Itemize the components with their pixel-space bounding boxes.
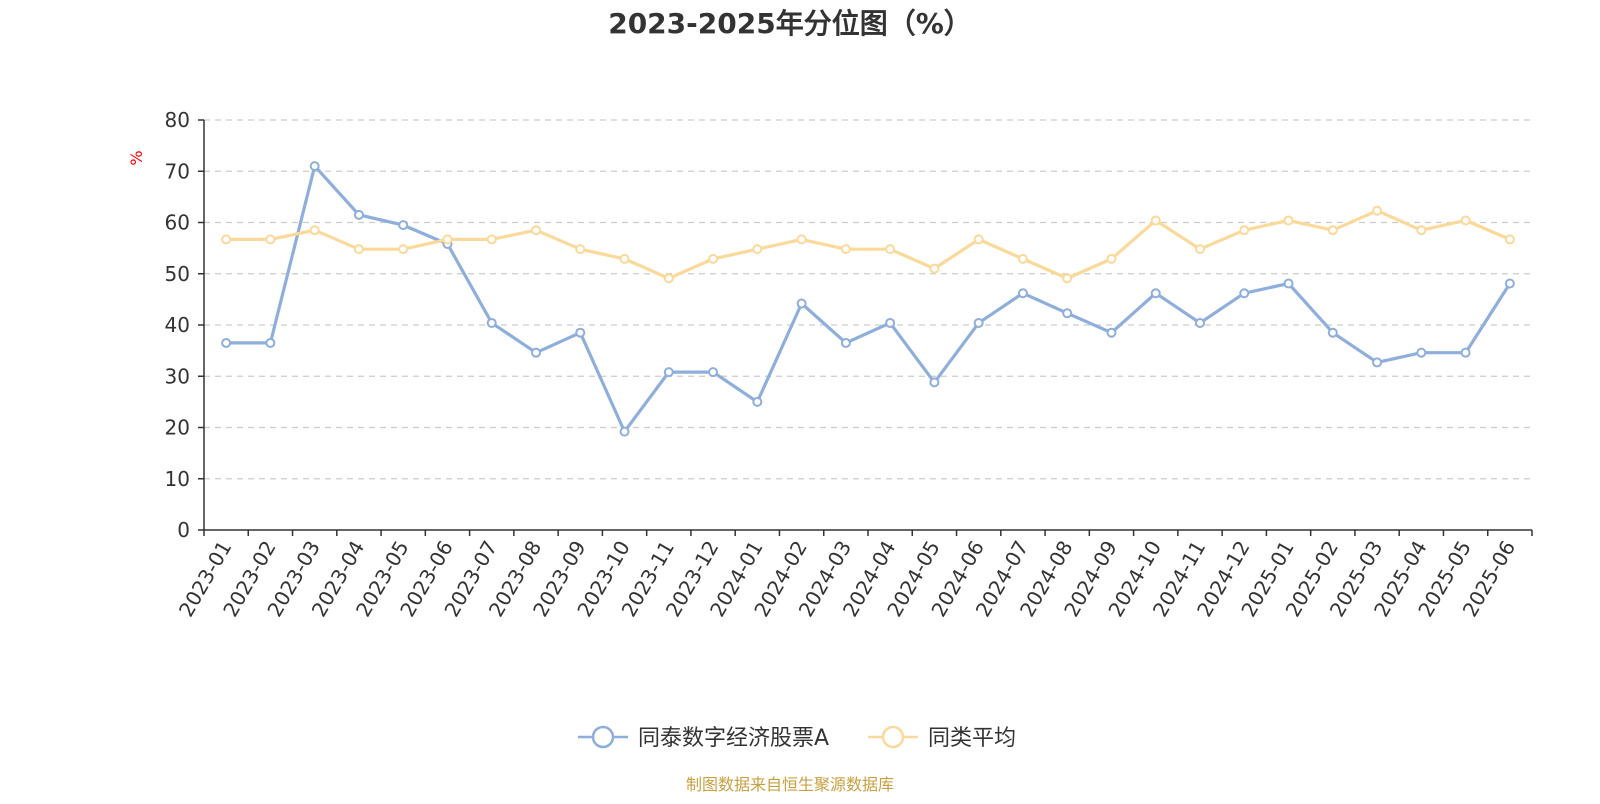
data-point [1106,253,1117,264]
legend-label: 同泰数字经济股票A [638,726,829,751]
data-point [398,244,409,255]
legend-item: 同泰数字经济股票A [578,725,829,751]
data-point [531,225,541,236]
y-tick-label: 70 [165,159,190,183]
data-point [885,244,896,255]
data-point [265,337,276,348]
data-point [663,367,674,378]
chart-title: 2023-2025年分位图（%） [608,7,972,40]
legend-label: 同类平均 [928,726,1016,751]
data-point [442,234,453,245]
y-tick-label: 60 [165,211,190,235]
data-point [575,244,586,255]
data-point [1460,215,1471,226]
data-point [1062,273,1073,284]
data-point [1017,288,1028,299]
data-point [1283,215,1294,226]
data-point [1327,327,1338,338]
data-point [398,220,409,231]
data-point [1150,288,1161,299]
data-point [885,317,896,328]
data-point [486,234,497,245]
data-point [1504,234,1515,245]
data-point [1416,347,1427,358]
data-point [309,225,320,236]
data-point [1460,347,1471,358]
axes: 010203040506070802023-012023-022023-0320… [165,108,1533,621]
data-point [1283,278,1294,289]
data-point [531,347,541,358]
series-line [226,164,1512,434]
y-tick-label: 10 [165,467,190,491]
data-point [1372,357,1383,368]
series-group [221,205,1515,284]
data-point [840,337,851,348]
data-point [708,253,719,264]
data-point [353,209,364,220]
data-point [1195,244,1205,255]
y-tick-label: 30 [165,364,190,388]
data-point [752,396,763,407]
data-point [929,377,940,388]
data-point [309,161,320,172]
series-group [221,161,1515,437]
y-tick-label: 20 [165,416,190,440]
legend-symbol-marker [881,725,905,749]
data-point [486,317,497,328]
data-point [1239,288,1250,299]
y-tick-label: 0 [177,518,190,542]
data-source-note: 制图数据来自恒生聚源数据库 [686,775,894,794]
data-point [1150,215,1161,226]
data-point [973,234,984,245]
data-point [752,244,763,255]
data-point [1372,205,1383,216]
y-tick-label: 80 [165,108,190,132]
data-point [929,263,940,274]
data-point [796,298,807,309]
data-point [221,337,232,348]
data-point [663,273,674,284]
grid-lines [204,119,1532,480]
series-line [226,209,1511,280]
data-point [265,234,276,245]
data-point [973,317,984,328]
data-point [619,253,630,264]
legend: 同泰数字经济股票A 同类平均 [578,725,1016,751]
data-point [1062,308,1073,319]
legend-item: 同类平均 [868,725,1016,751]
y-axis-unit: % [127,150,146,165]
data-point [1106,327,1117,338]
data-point [221,234,232,245]
y-tick-label: 50 [165,262,190,286]
legend-symbol-marker [591,725,615,749]
data-point [619,426,630,437]
data-point [1017,253,1028,264]
data-point [1416,225,1427,236]
data-point [1504,278,1515,289]
data-point [353,244,364,255]
series-lines [221,161,1515,437]
y-tick-label: 40 [165,313,190,337]
data-point [1195,317,1205,328]
data-point [1239,225,1250,236]
data-point [575,327,586,338]
data-point [840,244,851,255]
data-point [1327,225,1338,236]
data-point [708,367,719,378]
data-point [796,234,807,245]
